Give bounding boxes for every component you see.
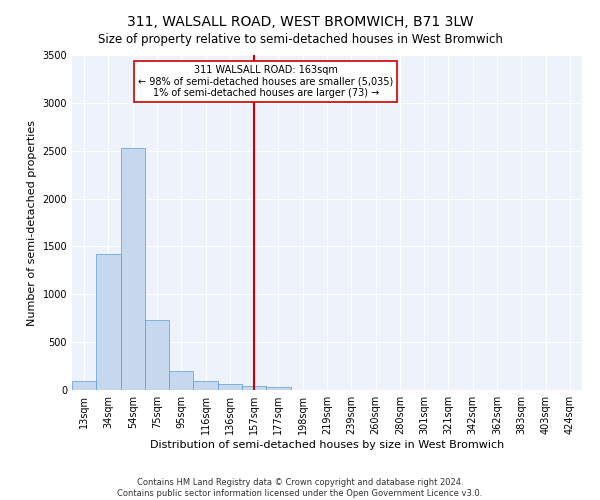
- Bar: [96, 254, 121, 390]
- Bar: [193, 382, 218, 390]
- X-axis label: Distribution of semi-detached houses by size in West Bromwich: Distribution of semi-detached houses by …: [150, 440, 504, 450]
- Bar: [218, 384, 242, 390]
- Text: Size of property relative to semi-detached houses in West Bromwich: Size of property relative to semi-detach…: [98, 32, 502, 46]
- Bar: [242, 386, 266, 390]
- Text: 311 WALSALL ROAD: 163sqm
← 98% of semi-detached houses are smaller (5,035)
1% of: 311 WALSALL ROAD: 163sqm ← 98% of semi-d…: [138, 65, 394, 98]
- Bar: [145, 320, 169, 390]
- Bar: [169, 371, 193, 390]
- Y-axis label: Number of semi-detached properties: Number of semi-detached properties: [27, 120, 37, 326]
- Bar: [72, 382, 96, 390]
- Text: 311, WALSALL ROAD, WEST BROMWICH, B71 3LW: 311, WALSALL ROAD, WEST BROMWICH, B71 3L…: [127, 15, 473, 29]
- Text: Contains HM Land Registry data © Crown copyright and database right 2024.
Contai: Contains HM Land Registry data © Crown c…: [118, 478, 482, 498]
- Bar: [121, 148, 145, 390]
- Bar: [266, 386, 290, 390]
